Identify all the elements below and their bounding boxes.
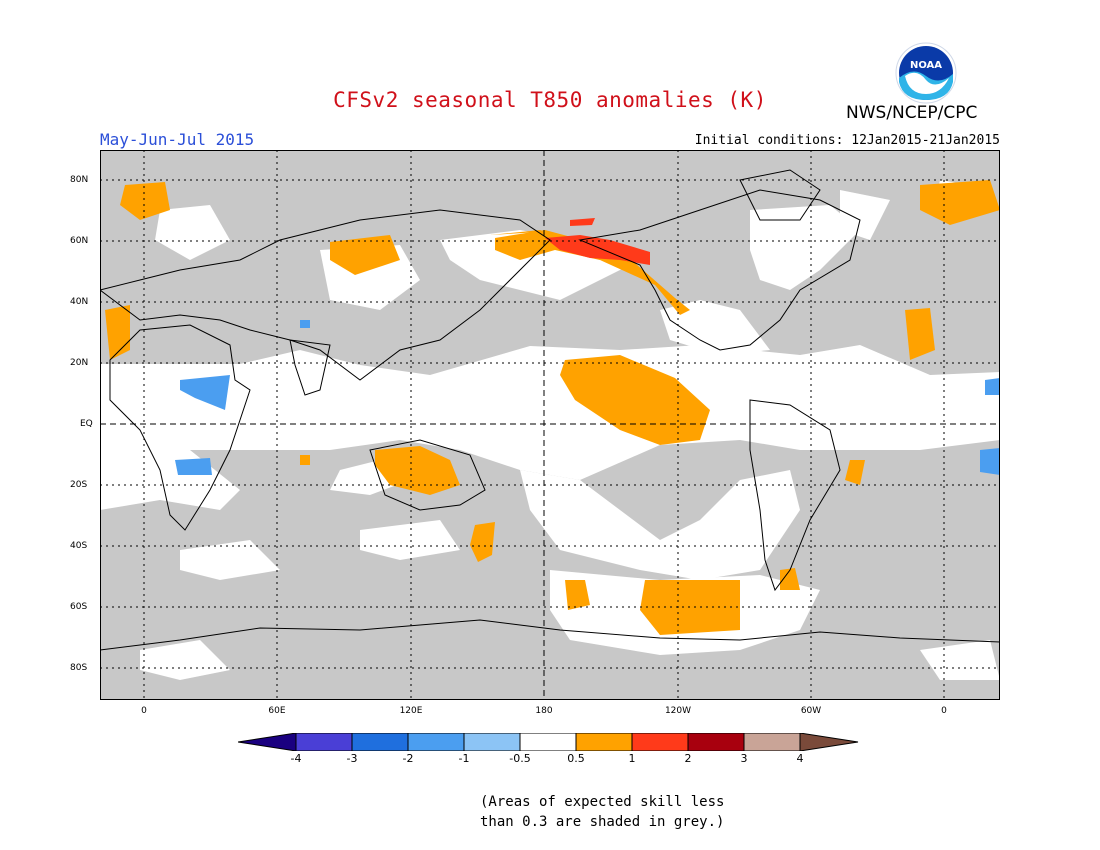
colorbar xyxy=(238,733,859,751)
logo-text: NOAA xyxy=(910,60,942,71)
lat-label: EQ xyxy=(80,419,93,429)
colorbar-swatches xyxy=(238,733,859,751)
lat-label: 80N xyxy=(70,175,89,185)
colorbar-label: 0.5 xyxy=(567,752,585,765)
skill-note: (Areas of expected skill less than 0.3 a… xyxy=(480,792,725,832)
colorbar-label: -0.5 xyxy=(509,752,531,765)
lon-label: 120W xyxy=(664,706,692,716)
colorbar-swatch xyxy=(238,733,297,751)
colorbar-label: -2 xyxy=(402,752,414,765)
lat-label: 80S xyxy=(70,663,88,673)
colorbar-swatch xyxy=(463,733,521,751)
lon-label: 60W xyxy=(800,706,822,716)
colorbar-label: 4 xyxy=(796,752,804,765)
map-title: CFSv2 seasonal T850 anomalies (K) xyxy=(333,88,767,112)
noaa-logo: NOAA xyxy=(895,42,957,104)
negative-anomaly-regions xyxy=(175,320,1000,475)
colorbar-swatch xyxy=(351,733,409,751)
graticule xyxy=(100,150,1000,700)
colorbar-swatch xyxy=(799,733,859,751)
colorbar-label: -1 xyxy=(458,752,470,765)
lat-label: 60N xyxy=(70,236,89,246)
lon-label: 180 xyxy=(535,706,553,716)
lat-label: 20S xyxy=(70,480,88,490)
lat-label: 40S xyxy=(70,541,88,551)
lat-label: 60S xyxy=(70,602,88,612)
colorbar-label: 3 xyxy=(740,752,748,765)
coastlines xyxy=(100,169,1000,651)
colorbar-label: 1 xyxy=(628,752,636,765)
anomaly-map xyxy=(100,150,1000,700)
colorbar-swatch xyxy=(407,733,465,751)
colorbar-label: 2 xyxy=(684,752,692,765)
colorbar-swatch xyxy=(687,733,745,751)
strong-anomaly-regions xyxy=(545,218,650,265)
colorbar-swatch xyxy=(631,733,689,751)
lat-label: 20N xyxy=(70,358,89,368)
lat-label: 40N xyxy=(70,297,89,307)
skill-note-line: (Areas of expected skill less xyxy=(480,794,725,810)
colorbar-swatch xyxy=(575,733,633,751)
lon-label: 60E xyxy=(268,706,286,716)
agency-label: NWS/NCEP/CPC xyxy=(846,103,978,123)
skill-note-line: than 0.3 are shaded in grey.) xyxy=(480,814,725,830)
colorbar-swatch xyxy=(519,733,577,751)
lon-label: 0 xyxy=(941,706,947,716)
lon-label: 120E xyxy=(399,706,423,716)
season-label: May-Jun-Jul 2015 xyxy=(100,130,255,149)
colorbar-swatch xyxy=(743,733,801,751)
reference-lines xyxy=(100,150,1000,700)
lon-label: 0 xyxy=(141,706,147,716)
colorbar-swatch xyxy=(295,733,353,751)
colorbar-label: -4 xyxy=(290,752,302,765)
colorbar-label: -3 xyxy=(346,752,358,765)
initial-conditions-label: Initial conditions: 12Jan2015-21Jan2015 xyxy=(694,133,1000,148)
